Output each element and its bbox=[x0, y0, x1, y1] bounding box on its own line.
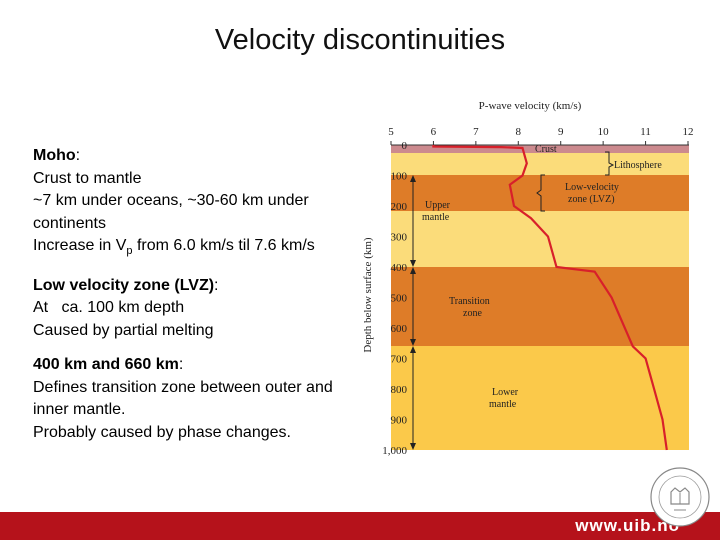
upper-mantle-arrow-head-top bbox=[410, 175, 416, 182]
lvz-paragraph: Low velocity zone (LVZ): At ca. 100 km d… bbox=[33, 276, 219, 339]
transition-label-line-2: zone bbox=[463, 308, 482, 319]
velocity-depth-diagram: 5 6 7 8 9 10 11 12 0 100 200 300 400 500 600 700 800 900… bbox=[362, 100, 694, 457]
moho-line-1: Crust to mantle bbox=[33, 169, 142, 187]
footer-bar: www.uib.no bbox=[0, 512, 720, 540]
y-tick-label: 300 bbox=[391, 232, 408, 244]
x-tick-label: 6 bbox=[431, 126, 437, 138]
y-ticks: 0 100 200 300 400 500 600 700 800 900 1,000 bbox=[382, 140, 407, 457]
velocity-curve bbox=[432, 145, 668, 451]
y-tick-label: 700 bbox=[391, 354, 408, 366]
lower-mantle-arrow-head-top bbox=[410, 346, 416, 353]
transition-arrow-head-bottom bbox=[410, 339, 416, 346]
x-tick-label: 12 bbox=[683, 126, 694, 138]
transition-line-2: Probably caused by phase changes. bbox=[33, 423, 291, 441]
lvz-line-1: At ca. 100 km depth bbox=[33, 299, 185, 317]
university-seal-logo bbox=[650, 467, 710, 527]
x-ticks: 5 6 7 8 9 10 11 12 bbox=[388, 126, 694, 145]
slide-title: Velocity discontinuities bbox=[214, 24, 506, 56]
x-tick-label: 11 bbox=[640, 126, 651, 138]
transition-paragraph: 400 km and 660 km: Defines transition zo… bbox=[33, 356, 333, 441]
lower-mantle-band bbox=[391, 346, 689, 450]
transition-heading: 400 km and 660 km bbox=[33, 356, 179, 374]
y-tick-label: 800 bbox=[391, 384, 408, 396]
x-tick-label: 7 bbox=[473, 126, 479, 138]
footer-url[interactable]: www.uib.no bbox=[575, 516, 680, 535]
y-tick-label: 900 bbox=[391, 415, 408, 427]
lvz-bracket bbox=[536, 174, 545, 212]
y-tick-label: 600 bbox=[391, 323, 408, 335]
lvz-label-line-2: zone (LVZ) bbox=[568, 194, 615, 205]
y-tick-label: 200 bbox=[391, 201, 408, 213]
x-axis-title: P-wave velocity (km/s) bbox=[479, 100, 582, 112]
lvz-band bbox=[391, 175, 689, 211]
lvz-label-line-1: Low-velocity bbox=[565, 182, 619, 193]
y-tick-label: 500 bbox=[391, 293, 408, 305]
x-tick-label: 8 bbox=[516, 126, 522, 138]
y-tick-label: 400 bbox=[391, 262, 408, 274]
transition-label-line-1: Transition bbox=[449, 296, 490, 307]
lithosphere-label: Lithosphere bbox=[614, 160, 662, 171]
lithosphere-band bbox=[391, 153, 689, 175]
lithosphere-bracket bbox=[605, 151, 615, 176]
lower-mantle-label-line-2: mantle bbox=[489, 399, 517, 410]
lvz-heading: Low velocity zone (LVZ) bbox=[33, 276, 215, 294]
x-tick-label: 5 bbox=[388, 126, 394, 138]
upper-mantle-arrow-head-bottom bbox=[410, 260, 416, 267]
moho-line-2: ~7 km under oceans, ~30-60 km under cont… bbox=[33, 192, 309, 232]
moho-heading: Moho bbox=[33, 147, 76, 164]
moho-line-3: Increase in Vp from 6.0 km/s til 7.6 km/… bbox=[33, 237, 315, 258]
crust-band bbox=[391, 145, 689, 153]
x-tick-label: 9 bbox=[558, 126, 564, 138]
slide-body: Moho: Crust to mantle ~7 km under oceans… bbox=[33, 145, 363, 456]
transition-arrow-head-top bbox=[410, 267, 416, 274]
upper-mantle-band bbox=[391, 211, 689, 267]
lvz-line-2: Caused by partial melting bbox=[33, 321, 214, 339]
upper-mantle-label-line-2: mantle bbox=[422, 212, 450, 223]
transition-zone-band bbox=[391, 267, 689, 346]
lower-mantle-label-line-1: Lower bbox=[492, 387, 519, 398]
moho-paragraph: Moho: Crust to mantle ~7 km under oceans… bbox=[33, 147, 315, 258]
lower-mantle-arrow-head-bottom bbox=[410, 443, 416, 450]
y-tick-label: 1,000 bbox=[382, 445, 407, 457]
crust-label: Crust bbox=[535, 144, 557, 155]
transition-line-1: Defines transition zone between outer an… bbox=[33, 378, 333, 419]
y-axis-title: Depth below surface (km) bbox=[362, 237, 374, 352]
y-tick-label: 100 bbox=[391, 171, 408, 183]
upper-mantle-label-line-1: Upper bbox=[425, 200, 451, 211]
x-tick-label: 10 bbox=[598, 126, 610, 138]
y-tick-label: 0 bbox=[402, 140, 408, 152]
